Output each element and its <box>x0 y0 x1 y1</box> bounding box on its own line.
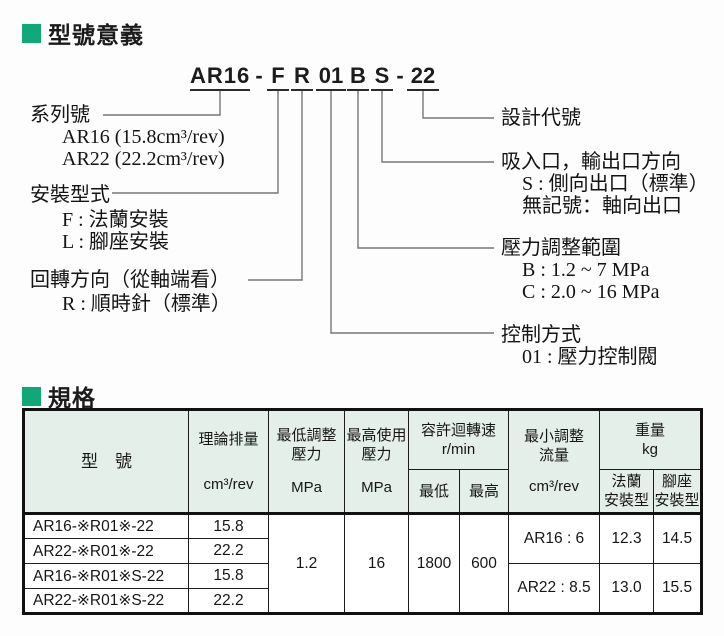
section-title: 型號意義 <box>48 22 144 48</box>
col-header-speed: 容許迴轉速 r/min <box>407 409 510 470</box>
annotation-title: 壓力調整範圍 <box>501 237 621 259</box>
section-heading-spec: 規格 <box>22 379 96 413</box>
col-header-model: 型 號 <box>23 409 189 514</box>
model-code-segment-series: AR16 <box>190 63 250 91</box>
cell-displacement: 22.2 <box>188 538 269 564</box>
annotation-rotation: 回轉方向（從軸端看） R : 順時針（標準） <box>30 269 231 315</box>
annotation-line: AR22 (22.2cm³/rev) <box>62 148 225 170</box>
annotation-line: 01 : 壓力控制閥 <box>522 346 658 368</box>
cell-displacement: 15.8 <box>188 512 269 539</box>
cell-weight-foot: 14.5 <box>653 512 703 564</box>
cell-displacement: 22.2 <box>188 588 269 614</box>
cell-max-use-pressure: 16 <box>344 512 409 614</box>
annotation-line: 無記號：軸向出口 <box>522 195 682 217</box>
model-code-segment-pressure: B <box>347 63 369 91</box>
cell-min-adj-flow: AR22 : 8.5 <box>508 563 601 614</box>
spec-table: 型 號 理論排量 cm³/rev 最低調整 壓力 MPa 最高使用 壓力 MPa <box>22 408 704 615</box>
cell-min-adj-flow: AR16 : 6 <box>508 512 601 564</box>
cell-speed-max: 600 <box>458 512 510 614</box>
model-code-segment-mounting: F <box>267 63 289 91</box>
cell-model: AR16-※R01※-22 <box>23 512 189 539</box>
cell-model: AR22-※R01※-22 <box>23 538 189 564</box>
annotation-pressure-range: 壓力調整範圍 B : 1.2 ~ 7 MPa C : 2.0 ~ 16 MPa <box>501 237 660 303</box>
annotation-line: B : 1.2 ~ 7 MPa <box>522 259 650 281</box>
cell-min-adj-pressure: 1.2 <box>268 512 345 614</box>
section-title: 規格 <box>48 385 96 411</box>
annotation-control-type: 控制方式 01 : 壓力控制閥 <box>501 324 658 368</box>
model-code-segment-design: 22 <box>407 63 439 91</box>
annotation-line: L : 腳座安裝 <box>62 231 170 253</box>
annotation-line: R : 順時針（標準） <box>62 293 231 315</box>
col-header-displacement: 理論排量 cm³/rev <box>188 409 269 514</box>
model-code-dash: - <box>396 63 404 88</box>
green-square-icon <box>22 23 41 43</box>
model-code-segment-rotation: R <box>291 63 313 91</box>
annotation-title: 系列號 <box>30 104 90 126</box>
table-row: AR16-※R01※S-22 15.8 AR22 : 8.5 13.0 15.5 <box>23 563 703 614</box>
annotation-mounting: 安裝型式 F : 法蘭安裝 L : 腳座安裝 <box>30 184 169 253</box>
annotation-port-direction: 吸入口，輸出口方向 S : 側向出口（標準） 無記號：軸向出口 <box>501 151 709 217</box>
col-header-speed-min: 最低 <box>408 469 460 514</box>
annotation-title: 回轉方向（從軸端看） <box>30 269 230 291</box>
annotation-series: 系列號 AR16 (15.8cm³/rev) AR22 (22.2cm³/rev… <box>30 104 225 170</box>
table-row: AR22-※R01※S-22 22.2 <box>23 588 702 614</box>
table-row: AR16-※R01※-22 15.8 1.2 16 1800 600 AR16 … <box>23 512 703 614</box>
cell-speed-min: 1800 <box>408 512 460 614</box>
col-header-max-use-pressure: 最高使用 壓力 MPa <box>344 409 409 514</box>
annotation-line: AR16 (15.8cm³/rev) <box>62 126 225 148</box>
col-header-weight: 重量 kg <box>599 409 703 470</box>
model-code-segment-port: S <box>371 63 393 91</box>
cell-weight-flange: 12.3 <box>599 512 655 564</box>
cell-displacement: 15.8 <box>188 563 269 589</box>
model-code-segment-control: 01 <box>316 63 346 91</box>
section-heading-model-meaning: 型號意義 <box>22 16 144 50</box>
cell-weight-flange: 13.0 <box>599 563 655 614</box>
annotation-title: 控制方式 <box>501 324 581 346</box>
annotation-line: S : 側向出口（標準） <box>522 173 709 195</box>
col-header-min-adj-pressure: 最低調整 壓力 MPa <box>268 409 345 514</box>
col-header-speed-max: 最高 <box>458 469 510 514</box>
col-header-weight-foot: 腳座 安裝型 <box>653 469 703 514</box>
annotation-design-code: 設計代號 <box>501 107 581 129</box>
cell-model: AR16-※R01※S-22 <box>23 563 189 589</box>
cell-weight-foot: 15.5 <box>653 563 703 614</box>
annotation-title: 吸入口，輸出口方向 <box>501 151 681 173</box>
annotation-line: C : 2.0 ~ 16 MPa <box>522 281 660 303</box>
model-code-dash: - <box>255 63 263 88</box>
green-square-icon <box>22 386 41 406</box>
col-header-min-adj-flow: 最小調整 流量 cm³/rev <box>508 409 601 514</box>
annotation-line: F : 法蘭安裝 <box>62 209 169 231</box>
annotation-title: 設計代號 <box>501 107 581 129</box>
col-header-weight-flange: 法蘭 安裝型 <box>599 469 655 514</box>
cell-model: AR22-※R01※S-22 <box>23 588 189 614</box>
table-row: AR22-※R01※-22 22.2 <box>23 538 702 564</box>
annotation-title: 安裝型式 <box>30 184 110 206</box>
